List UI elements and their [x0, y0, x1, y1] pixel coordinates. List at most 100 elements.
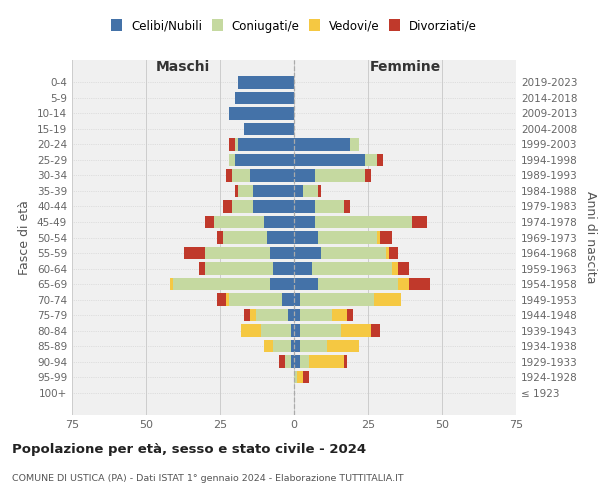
Bar: [300, 293, 374, 306]
Bar: [226, 293, 229, 306]
Bar: [238, 138, 294, 151]
Bar: [223, 231, 268, 244]
Bar: [173, 278, 271, 290]
Bar: [265, 340, 273, 352]
Bar: [294, 154, 365, 166]
Bar: [315, 200, 344, 213]
Bar: [291, 355, 294, 368]
Text: Femmine: Femmine: [370, 60, 440, 74]
Bar: [347, 308, 353, 322]
Bar: [232, 200, 253, 213]
Legend: Celibi/Nubili, Coniugati/e, Vedovi/e, Divorziati/e: Celibi/Nubili, Coniugati/e, Vedovi/e, Di…: [111, 20, 477, 33]
Bar: [315, 216, 412, 228]
Bar: [294, 231, 317, 244]
Bar: [380, 231, 392, 244]
Bar: [262, 324, 291, 337]
Bar: [303, 370, 309, 384]
Bar: [294, 216, 315, 228]
Bar: [199, 262, 205, 275]
Bar: [294, 370, 297, 384]
Bar: [205, 216, 214, 228]
Bar: [291, 324, 294, 337]
Bar: [184, 246, 205, 260]
Bar: [300, 355, 309, 368]
Bar: [365, 154, 377, 166]
Bar: [294, 200, 315, 213]
Bar: [241, 324, 262, 337]
Bar: [341, 324, 371, 337]
Bar: [294, 293, 300, 306]
Bar: [294, 324, 300, 337]
Bar: [235, 138, 238, 151]
Bar: [285, 355, 291, 368]
Bar: [279, 355, 285, 368]
Bar: [250, 308, 256, 322]
Bar: [294, 340, 300, 352]
Bar: [229, 293, 282, 306]
Bar: [294, 169, 315, 182]
Bar: [374, 293, 401, 306]
Bar: [350, 138, 359, 151]
Bar: [294, 308, 300, 322]
Text: Maschi: Maschi: [156, 60, 210, 74]
Bar: [392, 262, 398, 275]
Bar: [371, 324, 380, 337]
Bar: [214, 216, 265, 228]
Bar: [332, 308, 347, 322]
Bar: [170, 278, 173, 290]
Bar: [235, 154, 294, 166]
Bar: [297, 370, 303, 384]
Bar: [271, 246, 294, 260]
Bar: [253, 184, 294, 198]
Bar: [235, 92, 294, 104]
Bar: [282, 293, 294, 306]
Bar: [226, 169, 232, 182]
Bar: [300, 340, 326, 352]
Bar: [309, 355, 344, 368]
Bar: [288, 308, 294, 322]
Bar: [229, 107, 294, 120]
Bar: [315, 169, 365, 182]
Bar: [294, 246, 320, 260]
Bar: [320, 246, 386, 260]
Bar: [317, 184, 320, 198]
Bar: [312, 262, 392, 275]
Text: COMUNE DI USTICA (PA) - Dati ISTAT 1° gennaio 2024 - Elaborazione TUTTITALIA.IT: COMUNE DI USTICA (PA) - Dati ISTAT 1° ge…: [12, 474, 404, 483]
Bar: [223, 200, 232, 213]
Bar: [205, 262, 273, 275]
Bar: [398, 262, 409, 275]
Bar: [326, 340, 359, 352]
Bar: [205, 246, 271, 260]
Bar: [244, 308, 250, 322]
Bar: [294, 138, 350, 151]
Bar: [217, 231, 223, 244]
Text: Popolazione per età, sesso e stato civile - 2024: Popolazione per età, sesso e stato civil…: [12, 442, 366, 456]
Bar: [398, 278, 409, 290]
Bar: [271, 278, 294, 290]
Bar: [294, 262, 312, 275]
Bar: [409, 278, 430, 290]
Bar: [344, 355, 347, 368]
Bar: [238, 76, 294, 89]
Bar: [377, 231, 380, 244]
Bar: [344, 200, 350, 213]
Bar: [250, 169, 294, 182]
Bar: [294, 184, 303, 198]
Bar: [238, 184, 253, 198]
Bar: [256, 308, 288, 322]
Bar: [244, 122, 294, 136]
Bar: [317, 231, 377, 244]
Bar: [273, 340, 291, 352]
Bar: [300, 324, 341, 337]
Bar: [300, 308, 332, 322]
Bar: [265, 216, 294, 228]
Bar: [294, 355, 300, 368]
Y-axis label: Fasce di età: Fasce di età: [19, 200, 31, 275]
Bar: [294, 278, 317, 290]
Bar: [386, 246, 389, 260]
Bar: [268, 231, 294, 244]
Bar: [317, 278, 398, 290]
Bar: [291, 340, 294, 352]
Bar: [229, 154, 235, 166]
Bar: [229, 138, 235, 151]
